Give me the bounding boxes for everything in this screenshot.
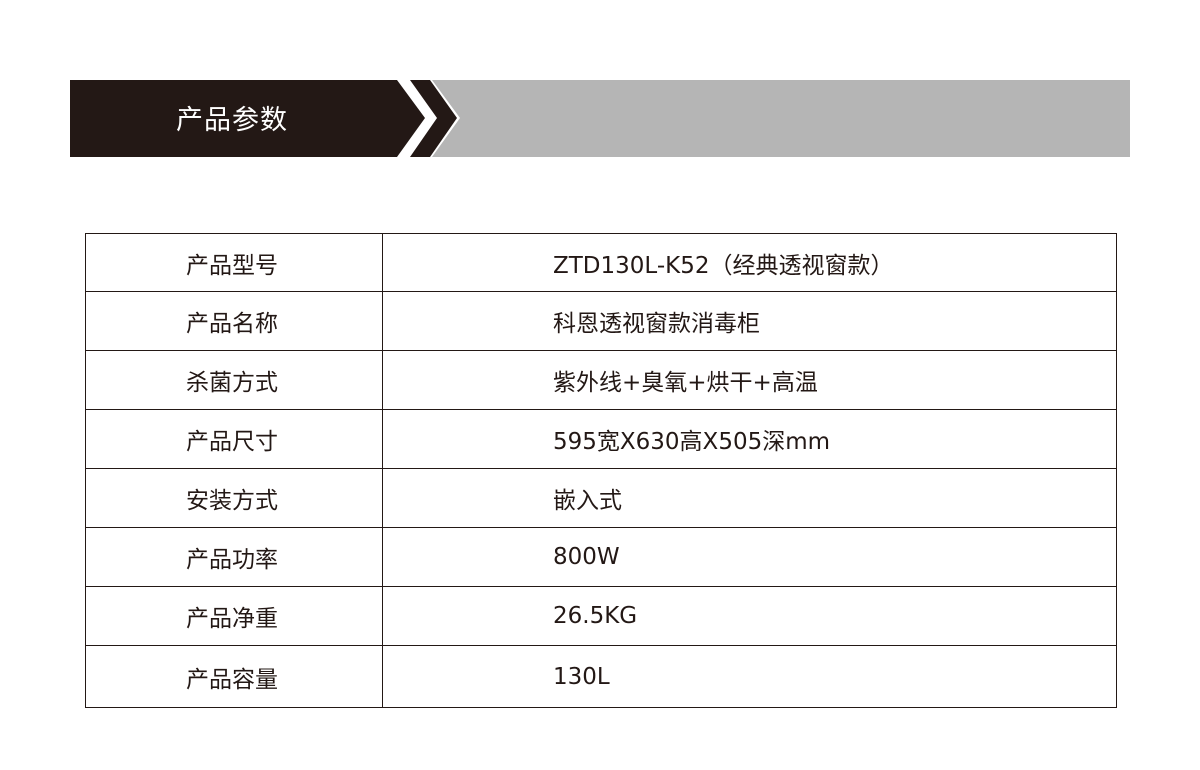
table-row: 安装方式 嵌入式 <box>85 468 1117 528</box>
spec-label: 杀菌方式 <box>85 350 383 410</box>
spec-label: 产品净重 <box>85 586 383 646</box>
table-row: 产品容量 130L <box>85 645 1117 708</box>
table-row: 产品型号 ZTD130L-K52（经典透视窗款） <box>85 233 1117 292</box>
table-row: 产品名称 科恩透视窗款消毒柜 <box>85 291 1117 351</box>
spec-value: 嵌入式 <box>382 468 1117 528</box>
table-row: 产品尺寸 595宽X630高X505深mm <box>85 409 1117 469</box>
spec-value: 595宽X630高X505深mm <box>382 409 1117 469</box>
spec-label: 产品容量 <box>85 645 383 708</box>
spec-label: 产品名称 <box>85 291 383 351</box>
spec-label: 产品功率 <box>85 527 383 587</box>
spec-label: 安装方式 <box>85 468 383 528</box>
header-banner <box>70 80 1130 157</box>
page-title: 产品参数 <box>176 105 288 136</box>
header-dark-bar <box>70 80 425 157</box>
spec-label: 产品尺寸 <box>85 409 383 469</box>
chevron-icon <box>410 80 457 157</box>
table-row: 杀菌方式 紫外线+臭氧+烘干+高温 <box>85 350 1117 410</box>
table-row: 产品功率 800W <box>85 527 1117 587</box>
spec-value: 紫外线+臭氧+烘干+高温 <box>382 350 1117 410</box>
spec-value: 科恩透视窗款消毒柜 <box>382 291 1117 351</box>
spec-label: 产品型号 <box>85 233 383 292</box>
spec-value: 800W <box>382 527 1117 587</box>
table-row: 产品净重 26.5KG <box>85 586 1117 646</box>
spec-value: ZTD130L-K52（经典透视窗款） <box>382 233 1117 292</box>
spec-value: 26.5KG <box>382 586 1117 646</box>
spec-table: 产品型号 ZTD130L-K52（经典透视窗款） 产品名称 科恩透视窗款消毒柜 杀菌方式… <box>85 233 1117 708</box>
spec-value: 130L <box>382 645 1117 708</box>
header-gray-bar <box>432 80 1130 157</box>
